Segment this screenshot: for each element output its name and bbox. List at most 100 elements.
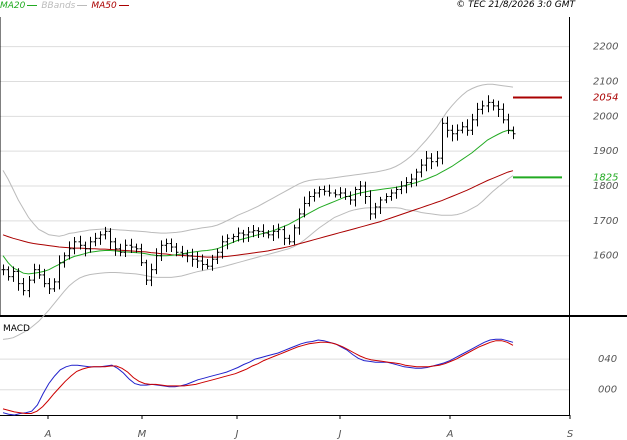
y-tick-label: 1900: [593, 146, 618, 157]
price-bar: [129, 238, 134, 254]
macd-y-tick-label: 040: [598, 354, 617, 365]
legend-ma20-swatch: [27, 5, 38, 6]
moving-averages: [2, 129, 514, 275]
legend-ma50: MA50: [91, 1, 129, 11]
price-bar: [491, 99, 496, 111]
price-bar: [302, 196, 307, 218]
price-bar: [429, 153, 434, 170]
legend-bbands: BBands: [41, 1, 88, 11]
price-bar: [282, 225, 287, 246]
bbands: [2, 83, 514, 340]
price-bar: [465, 119, 470, 136]
price-bar: [98, 231, 103, 245]
price-bar: [190, 248, 195, 267]
price-bar: [348, 191, 353, 205]
price-bar: [16, 268, 21, 291]
price-bar: [419, 159, 424, 178]
price-bar: [496, 100, 501, 117]
x-tick-label: J: [234, 429, 239, 440]
price-bar: [42, 268, 47, 288]
price-bar: [470, 113, 475, 135]
price-bar: [83, 241, 88, 257]
price-bar: [333, 189, 338, 198]
macd-lines: [2, 338, 514, 416]
price-bar: [180, 245, 185, 258]
y-tick-label: 1800: [593, 181, 618, 192]
price-bar: [205, 258, 210, 270]
price-bar: [501, 103, 506, 124]
price-bar: [511, 126, 516, 140]
price-bar: [144, 259, 149, 285]
price-bar: [246, 227, 251, 242]
price-bar: [21, 277, 26, 296]
chart-frames: [0, 17, 627, 416]
price-bar: [37, 264, 42, 279]
y-tick-label: 2200: [593, 42, 618, 53]
macd-grid: [0, 358, 569, 391]
price-bar: [123, 239, 128, 258]
macd-series-line: [2, 340, 514, 414]
price-bar: [215, 248, 220, 264]
price-bar: [384, 193, 389, 204]
price-bar: [174, 242, 179, 257]
y-tick-label: 1700: [593, 216, 618, 227]
price-bar: [27, 275, 32, 298]
price-bar: [62, 252, 67, 268]
price-bar: [57, 255, 62, 290]
price-bar: [414, 168, 419, 187]
price-bar: [480, 100, 485, 115]
price-bar: [88, 236, 93, 253]
price-bar: [154, 248, 159, 275]
price-level-label: 1825: [593, 172, 618, 183]
price-bar: [455, 124, 460, 141]
price-bar: [368, 190, 373, 220]
price-bar: [149, 263, 154, 287]
x-tick-label: M: [138, 429, 147, 440]
price-bar: [185, 249, 190, 263]
price-bar: [409, 173, 414, 188]
bband-upper-line: [2, 83, 514, 237]
price-bar: [327, 184, 332, 197]
price-bar: [307, 191, 312, 207]
price-bar: [164, 238, 169, 253]
price-bar: [261, 224, 266, 238]
bband-lower-line: [2, 175, 514, 340]
legend-ma20-label: MA20: [0, 0, 26, 11]
price-bar: [363, 181, 368, 204]
price-bar: [93, 232, 98, 247]
x-tick-label: A: [44, 429, 52, 440]
price-bar: [506, 113, 511, 134]
price-bar: [445, 116, 450, 138]
legend-ma50-swatch: [118, 5, 129, 6]
price-bar: [297, 208, 302, 235]
price-bar: [460, 121, 465, 134]
price-bar: [118, 243, 123, 257]
price-bar: [358, 181, 363, 196]
price-bar: [169, 238, 174, 252]
price-grid: [0, 46, 569, 257]
price-bar: [6, 266, 11, 281]
price-bar: [139, 243, 144, 266]
price-levels: 2054 1825: [513, 93, 618, 183]
legend: MA20 BBands MA50: [0, 0, 129, 11]
price-bar: [113, 237, 118, 256]
price-bar: [11, 266, 16, 282]
price-bar: [266, 230, 271, 239]
price-bar: [271, 225, 276, 242]
price-bar: [276, 223, 281, 239]
price-bar: [486, 95, 491, 113]
price-bar: [343, 188, 348, 200]
price-bar: [424, 150, 429, 172]
price-bar: [72, 236, 77, 255]
price-bar: [378, 196, 383, 215]
legend-ma20: MA20: [0, 0, 38, 11]
price-bar: [435, 151, 440, 167]
price-bar: [440, 118, 445, 165]
price-bar: [78, 235, 83, 250]
axis-labels: 1600 1700 1800 1900 2000 2100 2200 000 040 A M J J A S: [44, 42, 619, 440]
price-bar: [200, 254, 205, 271]
price-bar: [241, 229, 246, 243]
price-bar: [52, 278, 57, 292]
price-bar: [256, 227, 261, 239]
price-bar: [47, 278, 52, 295]
